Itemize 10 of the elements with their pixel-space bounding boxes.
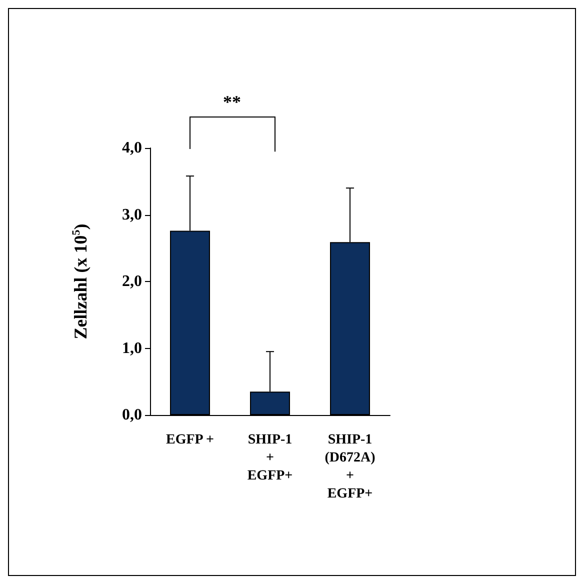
x-tick-label: EGFP + — [166, 432, 214, 448]
y-tick-label: 0,0 — [122, 406, 142, 424]
y-tick-label: 2,0 — [122, 273, 142, 290]
text: ** — [223, 92, 241, 112]
x-tick-label: SHIP-1 + EGFP+ — [247, 432, 293, 484]
y-tick-label: 1,0 — [122, 340, 142, 357]
y-tick-label: 4,0 — [122, 140, 142, 156]
y-axis-title: Zellzahl (x 105) — [70, 224, 90, 340]
y-tick-label: 3,0 — [122, 206, 142, 224]
x-tick-label: SHIP-1 (D672A) + EGFP+ — [324, 432, 376, 502]
